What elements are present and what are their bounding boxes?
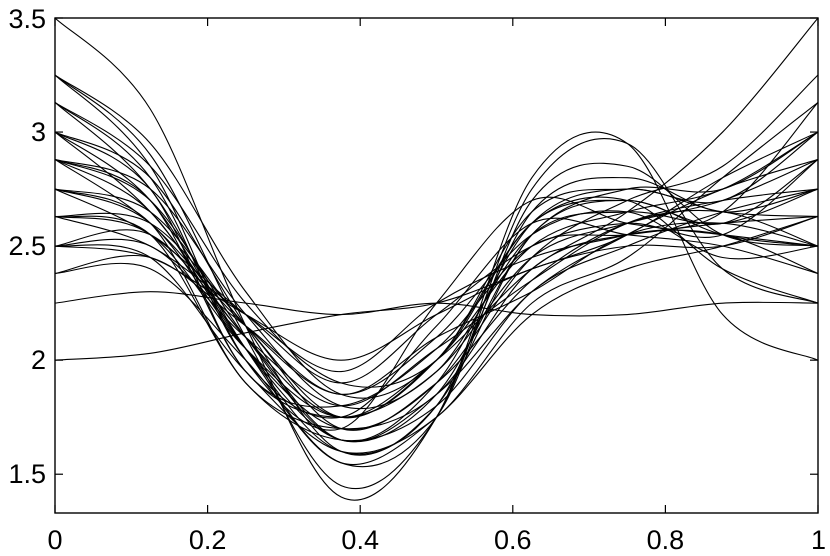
axis-ticks: [54, 17, 819, 513]
y-tick-label: 1.5: [8, 459, 46, 489]
series-line-2: [55, 74, 818, 490]
x-tick-label: 1: [811, 525, 826, 555]
x-tick-label: 0: [47, 525, 62, 555]
series-line-32: [55, 158, 818, 442]
series-line-22: [55, 158, 818, 384]
y-tick-label: 3.5: [8, 4, 46, 34]
x-tick-label: 0.2: [189, 525, 227, 555]
series-lines: [55, 18, 818, 501]
series-line-29: [55, 209, 818, 431]
series-line-24: [55, 215, 818, 361]
series-line-13: [55, 101, 818, 419]
x-tick-label: 0.4: [341, 525, 379, 555]
series-line-23: [55, 102, 818, 373]
series-line-27: [55, 158, 818, 410]
x-tick-label: 0.6: [494, 525, 532, 555]
series-line-11: [55, 131, 818, 361]
series-line-31: [55, 131, 818, 456]
plot-frame: [54, 17, 819, 514]
series-line-14: [55, 131, 818, 408]
series-line-5: [55, 131, 818, 443]
y-tick-label: 2: [31, 345, 46, 375]
series-line-18: [55, 101, 818, 454]
series-line-15: [55, 158, 818, 418]
x-tick-label: 0.8: [647, 525, 685, 555]
tick-labels: 0 0.2 0.4 0.6 0.8 1 1.5 2 2.5 3 3.5: [8, 4, 826, 555]
y-tick-label: 3: [31, 117, 46, 147]
series-line-21: [55, 158, 818, 395]
series-line-30: [55, 158, 818, 443]
y-tick-label: 2.5: [8, 231, 46, 261]
series-line-19: [55, 215, 818, 466]
